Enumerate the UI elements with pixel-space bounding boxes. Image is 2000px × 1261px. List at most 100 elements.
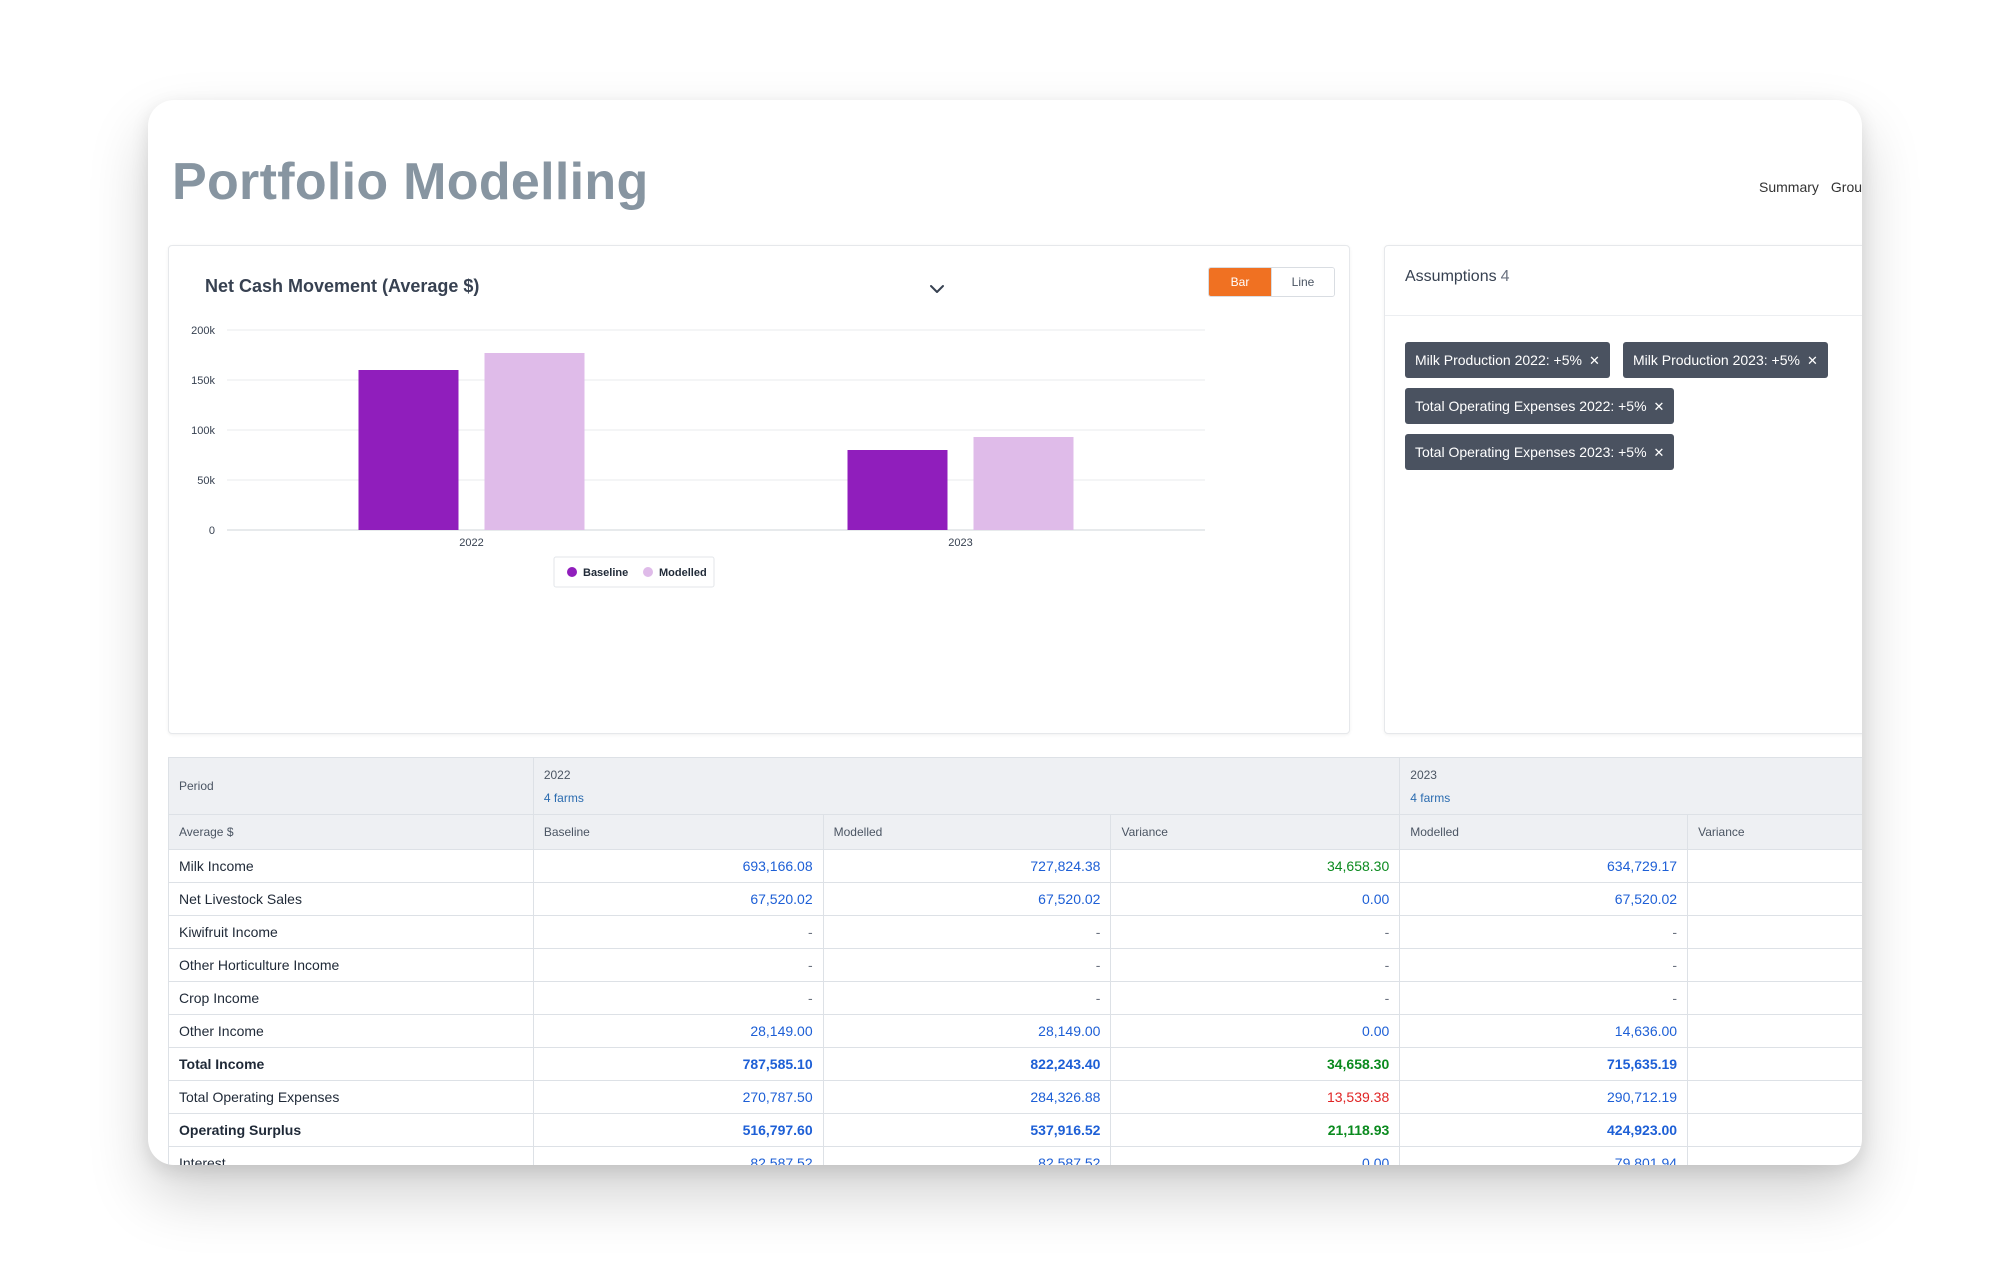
- table-cell: 727,824.38: [822, 849, 1112, 883]
- close-icon[interactable]: ✕: [1653, 445, 1665, 460]
- year-group-header: 2023 4 farms: [1399, 757, 1862, 815]
- table-cell: 79,801.94: [1399, 1146, 1689, 1165]
- table-row: Interest 82,587.52 82,587.52 0.00 79,801.94: [168, 1146, 1862, 1165]
- table-cell: 82,587.52: [532, 1146, 824, 1165]
- table-cell: 28,149.00: [532, 1014, 824, 1048]
- chart-title: Net Cash Movement (Average $): [205, 276, 480, 296]
- assumptions-card: Assumptions 4 Milk Production 2022: +5% ✕ …: [1384, 245, 1862, 734]
- legend: [553, 556, 715, 588]
- table-cell: 34,658.30: [1110, 849, 1401, 883]
- assumption-tag-label: Milk Production 2023: +5%: [1633, 352, 1800, 368]
- chart-card: 0 50k 100k 150k 200k 2022 2023 Baseline Modelled…: [168, 245, 1350, 734]
- table-cell: -: [822, 948, 1112, 982]
- table-cell: [1687, 948, 1862, 982]
- chevron-down-icon[interactable]: [927, 279, 947, 299]
- assumptions-count: 4: [1500, 268, 1510, 285]
- tab-group[interactable]: Grou: [1830, 179, 1862, 195]
- column-header: Variance: [1687, 814, 1862, 850]
- row-label: Milk Income: [168, 849, 534, 883]
- table-row: Kiwifruit Income - - - -: [168, 915, 1862, 949]
- legend-dot-modelled: [643, 567, 653, 577]
- period-header: Period: [168, 757, 534, 815]
- assumption-tag[interactable]: Milk Production 2022: +5% ✕: [1405, 342, 1610, 378]
- close-icon[interactable]: ✕: [1806, 353, 1818, 368]
- row-label: Operating Surplus: [168, 1113, 534, 1147]
- table-cell: 67,520.02: [822, 882, 1112, 916]
- column-header: Baseline: [532, 814, 824, 850]
- table-cell: -: [1110, 948, 1401, 982]
- assumption-tag-label: Total Operating Expenses 2022: +5%: [1415, 398, 1647, 414]
- table-row: Total Operating Expenses 270,787.50 284,32…: [168, 1080, 1862, 1114]
- legend-label: Baseline: [583, 567, 628, 579]
- table-cell: 693,166.08: [532, 849, 824, 883]
- close-icon[interactable]: ✕: [1588, 353, 1600, 368]
- row-label: Total Operating Expenses: [168, 1080, 534, 1114]
- table-cell: -: [532, 915, 824, 949]
- bar-baseline-2022: [358, 370, 459, 530]
- row-label: Crop Income: [168, 981, 534, 1015]
- assumption-tag[interactable]: Total Operating Expenses 2023: +5% ✕: [1405, 434, 1675, 470]
- column-header: Modelled: [1399, 814, 1689, 850]
- table-cell: 82,587.52: [822, 1146, 1112, 1165]
- line-toggle-button[interactable]: Line: [1271, 268, 1334, 296]
- table-cell: 787,585.10: [532, 1047, 824, 1081]
- legend-dot-baseline: [567, 567, 577, 577]
- year-label: 2023: [1410, 767, 1437, 782]
- table-cell: 516,797.60: [532, 1113, 824, 1147]
- table-body: Milk Income 693,166.08 727,824.38 34,658.30…: [168, 849, 1862, 1165]
- table-cell: [1687, 981, 1862, 1015]
- bar-toggle-button[interactable]: Bar: [1209, 268, 1271, 296]
- farms-link[interactable]: 4 farms: [1410, 790, 1451, 805]
- table-cell: [1687, 1080, 1862, 1114]
- y-tick-label: 200k: [191, 325, 215, 337]
- table-cell: 0.00: [1110, 882, 1401, 916]
- table-cell: -: [1399, 948, 1689, 982]
- table-cell: -: [822, 915, 1112, 949]
- table-row: Total Income 787,585.10 822,243.40 34,658.3…: [168, 1047, 1862, 1081]
- table-cell: [1687, 1047, 1862, 1081]
- data-table-wrapper: Period 2022 4 farms 2023 4 farms Average…: [168, 757, 1862, 1165]
- column-header: Variance: [1110, 814, 1401, 850]
- assumption-tag[interactable]: Milk Production 2023: +5% ✕: [1623, 342, 1828, 378]
- y-tick-label: 150k: [191, 375, 215, 387]
- table-cell: 13,539.38: [1110, 1080, 1401, 1114]
- app-window: Portfolio Modelling Summary Grou 0 50k 100k…: [148, 100, 1862, 1165]
- table-cell: 14,636.00: [1399, 1014, 1689, 1048]
- table-cell: 715,635.19: [1399, 1047, 1689, 1081]
- year-label: 2022: [543, 767, 571, 782]
- table-cell: [1687, 1146, 1862, 1165]
- farms-link[interactable]: 4 farms: [543, 790, 584, 805]
- close-icon[interactable]: ✕: [1653, 399, 1665, 414]
- bar-modelled-2022: [484, 353, 585, 530]
- table-cell: -: [1110, 981, 1401, 1015]
- table-cell: [1687, 882, 1862, 916]
- bar-modelled-2023: [973, 437, 1074, 530]
- assumptions-header: Assumptions 4: [1405, 268, 1510, 286]
- table-cell: 0.00: [1110, 1146, 1401, 1165]
- table-cell: 424,923.00: [1399, 1113, 1689, 1147]
- chart-type-toggle: Bar Line: [1208, 267, 1335, 297]
- table-cell: -: [1110, 915, 1401, 949]
- row-label: Total Income: [168, 1047, 534, 1081]
- average-header: Average $: [168, 814, 534, 850]
- table-cell: [1687, 1113, 1862, 1147]
- page-title: Portfolio Modelling: [172, 153, 649, 211]
- assumption-tag[interactable]: Total Operating Expenses 2022: +5% ✕: [1405, 388, 1675, 424]
- tab-summary[interactable]: Summary: [1759, 179, 1819, 195]
- table-row: Milk Income 693,166.08 727,824.38 34,658.30…: [168, 849, 1862, 883]
- table-row: Other Horticulture Income - - - -: [168, 948, 1862, 982]
- table-cell: 67,520.02: [1399, 882, 1689, 916]
- table-cell: 822,243.40: [822, 1047, 1112, 1081]
- bar-chart: 0 50k 100k 150k 200k 2022 2023 Baseline Modelled: [191, 325, 1205, 588]
- table-cell: [1687, 849, 1862, 883]
- assumption-tag-label: Milk Production 2022: +5%: [1415, 352, 1582, 368]
- table-cell: 284,326.88: [822, 1080, 1112, 1114]
- column-header: Modelled: [822, 814, 1112, 850]
- table-row: Other Income 28,149.00 28,149.00 0.00 14,636…: [168, 1014, 1862, 1048]
- row-label: Other Income: [168, 1014, 534, 1048]
- y-tick-label: 100k: [191, 425, 215, 437]
- table-cell: 0.00: [1110, 1014, 1401, 1048]
- table-cell: 634,729.17: [1399, 849, 1689, 883]
- top-tabs: Summary Grou: [1759, 179, 1862, 195]
- assumption-tag-label: Total Operating Expenses 2023: +5%: [1415, 444, 1647, 460]
